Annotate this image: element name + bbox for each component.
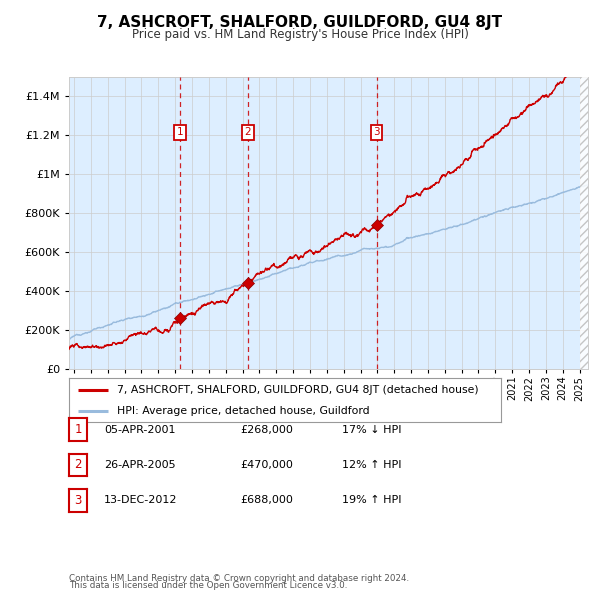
Text: 05-APR-2001: 05-APR-2001	[104, 425, 175, 434]
Text: 17% ↓ HPI: 17% ↓ HPI	[342, 425, 401, 434]
Text: Price paid vs. HM Land Registry's House Price Index (HPI): Price paid vs. HM Land Registry's House …	[131, 28, 469, 41]
Text: £470,000: £470,000	[240, 460, 293, 470]
Text: 13-DEC-2012: 13-DEC-2012	[104, 496, 178, 505]
Text: 2: 2	[245, 127, 251, 137]
Text: Contains HM Land Registry data © Crown copyright and database right 2024.: Contains HM Land Registry data © Crown c…	[69, 574, 409, 583]
Text: 3: 3	[74, 494, 82, 507]
Text: 1: 1	[74, 423, 82, 436]
Text: 7, ASHCROFT, SHALFORD, GUILDFORD, GU4 8JT: 7, ASHCROFT, SHALFORD, GUILDFORD, GU4 8J…	[97, 15, 503, 30]
Text: This data is licensed under the Open Government Licence v3.0.: This data is licensed under the Open Gov…	[69, 581, 347, 590]
Text: 26-APR-2005: 26-APR-2005	[104, 460, 175, 470]
Text: £688,000: £688,000	[240, 496, 293, 505]
Text: 2: 2	[74, 458, 82, 471]
Bar	[580, 77, 588, 369]
Text: 19% ↑ HPI: 19% ↑ HPI	[342, 496, 401, 505]
Text: 7, ASHCROFT, SHALFORD, GUILDFORD, GU4 8JT (detached house): 7, ASHCROFT, SHALFORD, GUILDFORD, GU4 8J…	[116, 385, 478, 395]
Text: 1: 1	[176, 127, 183, 137]
Text: £268,000: £268,000	[240, 425, 293, 434]
Text: 12% ↑ HPI: 12% ↑ HPI	[342, 460, 401, 470]
Text: HPI: Average price, detached house, Guildford: HPI: Average price, detached house, Guil…	[116, 406, 369, 416]
Text: 3: 3	[373, 127, 380, 137]
